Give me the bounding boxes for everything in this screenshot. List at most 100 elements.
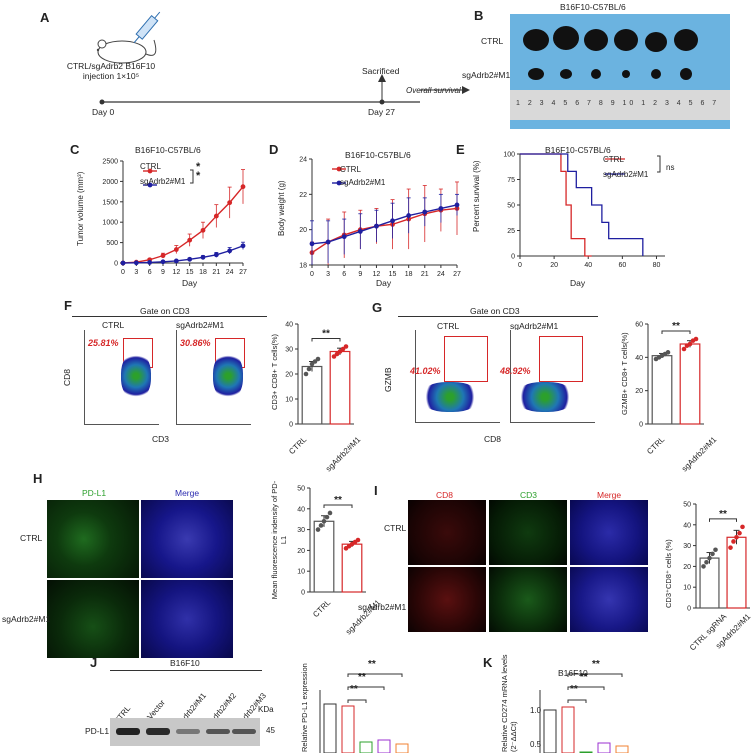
data-point xyxy=(728,545,733,550)
panel-i-row-ctrl: CTRL xyxy=(384,523,407,533)
data-point xyxy=(315,356,321,362)
panel-i-col-merge: Merge xyxy=(597,490,622,500)
bar-1 xyxy=(679,343,701,425)
data-point xyxy=(173,247,179,252)
sig-bracket xyxy=(567,673,623,677)
mouse-icon xyxy=(96,39,157,64)
data-point xyxy=(343,344,349,349)
panel-g-gate-line xyxy=(398,316,598,317)
legend-marker xyxy=(147,182,153,188)
tumor-photo xyxy=(510,14,730,129)
panel-label-b: B xyxy=(474,8,484,23)
sig-bracket xyxy=(347,699,367,703)
data-point xyxy=(704,559,709,565)
x-tick-label: 12 xyxy=(373,271,381,278)
bar-0 xyxy=(313,520,335,593)
data-point xyxy=(710,551,715,557)
flow-plot-f-ctrl xyxy=(84,330,159,425)
panel-j-bar-chart xyxy=(319,673,409,753)
data-point xyxy=(306,366,312,372)
sig-bracket xyxy=(567,699,587,703)
panel-e-ylabel: Percent survival (%) xyxy=(472,160,481,232)
micrograph-i-sg-cd3 xyxy=(489,567,567,632)
bar-sgvector xyxy=(561,706,575,753)
data-point xyxy=(187,256,193,262)
x-tick-label: 20 xyxy=(550,262,558,269)
x-tick-label: 24 xyxy=(437,271,445,278)
data-point xyxy=(665,350,671,355)
data-point xyxy=(740,524,745,530)
panel-e-significance: ns xyxy=(666,163,675,172)
y-tick-label: 50 xyxy=(683,502,691,509)
x-tick-label: 9 xyxy=(358,271,362,278)
panel-label-j: J xyxy=(90,655,98,670)
bar-sgvector xyxy=(341,705,355,753)
panel-f-cat-ctrl: CTRL xyxy=(287,435,309,457)
panel-j-mw: 45 xyxy=(266,726,275,735)
data-point xyxy=(707,555,712,561)
data-point xyxy=(147,259,153,265)
y-tick-label: 0 xyxy=(687,606,691,613)
y-tick-label: 10 xyxy=(297,569,305,576)
panel-i-col-cd8: CD8 xyxy=(436,490,454,500)
panel-k-bar-chart xyxy=(539,673,629,753)
panel-f-xaxis: CD3 xyxy=(152,434,170,444)
bar-sg-m1 xyxy=(359,741,373,753)
panel-c-legend-sg: sgAdrb2#M1 xyxy=(140,177,186,186)
panel-j-pdl1-label: PD-L1 xyxy=(85,726,110,736)
y-tick-label: 10 xyxy=(683,585,691,592)
panel-label-f: F xyxy=(64,298,72,313)
x-tick-label: 40 xyxy=(584,262,592,269)
panel-i-row-sg: sgAdrb2#M1 xyxy=(358,602,407,612)
data-point xyxy=(240,243,246,249)
panel-h-row-sg: sgAdrb2#M1 xyxy=(2,614,51,624)
panel-f-bar-chart: 0 10 20 30 40 ** xyxy=(285,322,354,429)
bar-1 xyxy=(329,350,351,425)
data-point xyxy=(390,218,395,224)
micrograph-i-sg-merge xyxy=(570,567,648,632)
data-point xyxy=(213,213,219,219)
sig-bracket xyxy=(657,155,661,173)
day0-label: Day 0 xyxy=(92,107,115,117)
panel-g-gate: Gate on CD3 xyxy=(470,306,520,316)
x-tick-label: 18 xyxy=(199,269,207,276)
bar-sg-m2 xyxy=(597,742,611,753)
panel-g-cat-sg: sgAdrb2#M1 xyxy=(679,435,719,474)
x-tick-label: 15 xyxy=(389,271,397,278)
data-point xyxy=(737,530,742,536)
data-point xyxy=(160,253,166,259)
data-point xyxy=(240,184,246,190)
data-point xyxy=(438,206,444,211)
data-point xyxy=(454,202,460,208)
y-tick-label: 20 xyxy=(285,372,293,379)
blot-band xyxy=(232,729,256,734)
panel-c-chart: 0 500 1000 1500 2000 2500 0 3 6 9 12 15 18 21 24 27 xyxy=(102,159,247,277)
data-point xyxy=(324,514,330,520)
panel-e-legend-ctrl: CTRL xyxy=(603,155,624,164)
y-tick-label: 20 xyxy=(683,564,691,571)
bar-ctrl xyxy=(323,703,337,753)
panel-j-sig-2: ** xyxy=(358,672,366,683)
x-tick-label: 15 xyxy=(186,269,194,276)
panel-i-col-cd3: CD3 xyxy=(520,490,538,500)
panel-j-sig-1: ** xyxy=(350,684,358,695)
blot-band xyxy=(176,729,200,734)
data-point xyxy=(734,534,739,540)
bar-1 xyxy=(341,543,363,593)
data-point xyxy=(713,547,718,553)
panel-c-title: B16F10-C57BL/6 xyxy=(135,145,201,155)
panel-h-col-merge: Merge xyxy=(175,488,200,498)
y-tick-label: 22 xyxy=(299,192,307,199)
panel-label-d: D xyxy=(269,142,279,157)
panel-e-xlabel: Day xyxy=(570,278,586,288)
y-tick-label: 30 xyxy=(297,527,305,534)
panel-g-pct-sg: 48.92% xyxy=(500,366,531,376)
x-tick-label: 0 xyxy=(518,262,522,269)
y-tick-label: 500 xyxy=(106,240,118,247)
sig-bracket xyxy=(347,686,385,690)
y-tick-label: 10 xyxy=(285,397,293,404)
bar-sg-m2 xyxy=(377,739,391,753)
sig-bracket xyxy=(567,686,605,690)
y-tick-label: 0 xyxy=(114,261,118,268)
panel-i-bar-chart: 0 10 20 30 40 50 ** xyxy=(683,502,750,613)
